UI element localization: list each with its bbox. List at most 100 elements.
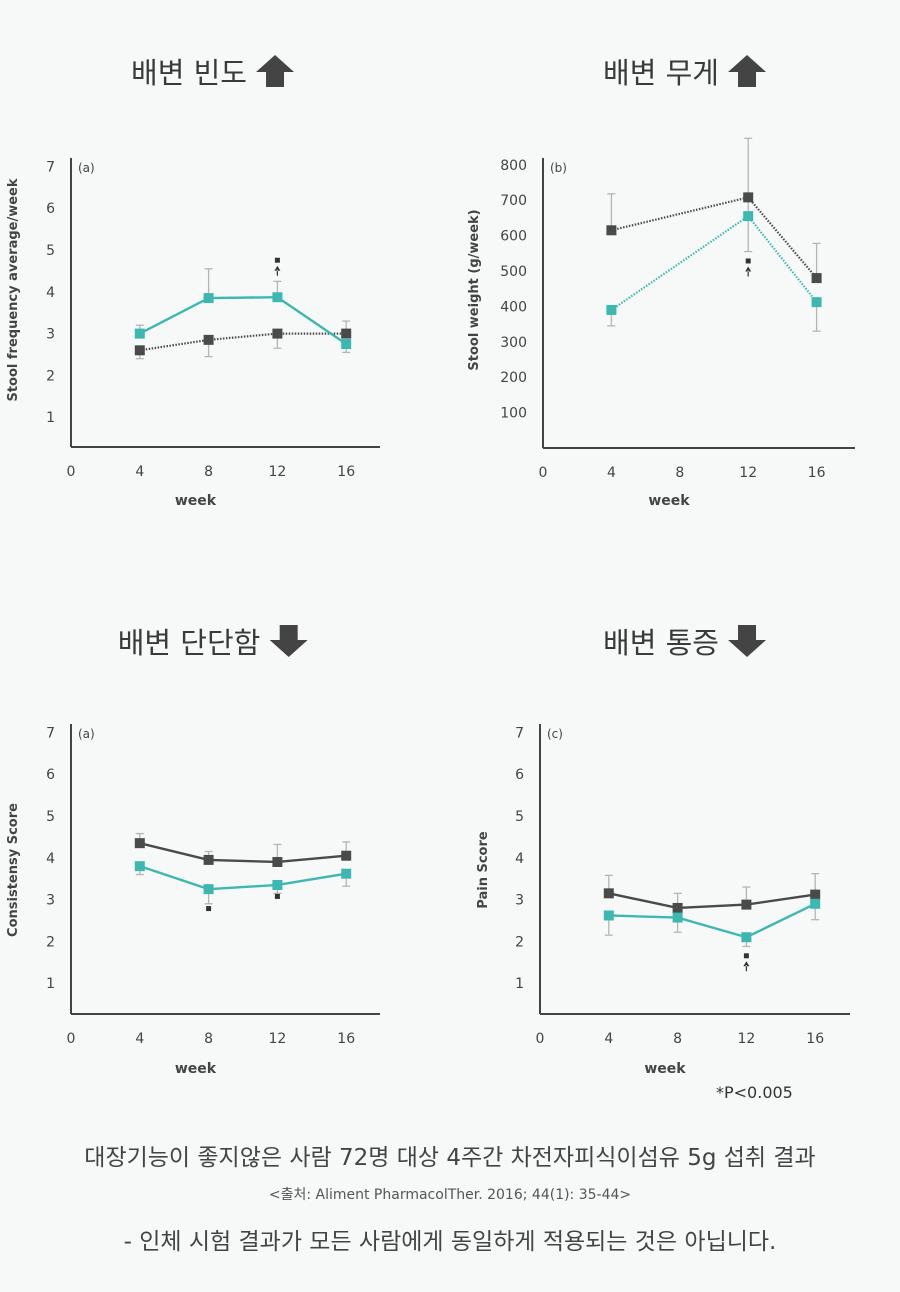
data-point-control	[811, 273, 822, 284]
data-point-treatment	[606, 304, 617, 315]
panel-label: (a)	[78, 161, 95, 175]
y-tick-label: 1	[46, 410, 55, 426]
y-tick-label: 700	[500, 193, 527, 209]
data-point-control	[743, 192, 754, 203]
data-point-treatment	[203, 884, 214, 895]
x-tick-label: 0	[67, 464, 76, 480]
y-tick-label: 100	[500, 406, 527, 422]
y-tick-label: 6	[515, 767, 524, 783]
x-tick-label: 4	[135, 1031, 144, 1047]
arrow-down-icon	[727, 625, 766, 657]
y-tick-label: 600	[500, 229, 527, 245]
y-tick-label: 2	[515, 934, 524, 950]
title-stool-pain: 배변 통증	[603, 620, 767, 662]
x-tick-label: 12	[737, 1031, 755, 1047]
x-tick-label: 16	[337, 1031, 355, 1047]
y-tick-label: 1	[515, 976, 524, 992]
panel-label: (c)	[547, 727, 563, 741]
data-point-control	[272, 856, 283, 867]
x-tick-label: 0	[536, 1031, 545, 1047]
y-axis-label: Stool frequency average/week	[6, 178, 21, 401]
y-tick-label: 7	[46, 725, 55, 741]
caption-source: <출처: Aliment PharmacolTher. 2016; 44(1):…	[268, 1187, 632, 1203]
y-tick-label: 7	[515, 725, 524, 741]
data-point-control	[203, 334, 214, 345]
x-tick-label: 12	[268, 1031, 286, 1047]
y-tick-label: 6	[46, 201, 55, 217]
x-tick-label: 12	[739, 465, 757, 481]
significance-arrow-icon	[745, 266, 752, 277]
title-stool-frequency: 배변 빈도	[131, 50, 295, 92]
data-point-control	[134, 345, 145, 356]
caption-main: 대장기능이 좋지않은 사람 72명 대상 4주간 차전자피식이섬유 5g 섭취 …	[84, 1145, 816, 1171]
data-point-control	[603, 888, 614, 899]
data-point-treatment	[134, 328, 145, 339]
y-tick-label: 2	[46, 368, 55, 384]
x-tick-label: 8	[204, 464, 213, 480]
y-tick-label: 3	[46, 893, 55, 909]
data-point-control	[672, 902, 683, 913]
panel-label: (b)	[550, 161, 567, 175]
x-tick-label: 16	[808, 465, 826, 481]
series-line-control	[611, 196, 818, 279]
significance-marker	[745, 258, 751, 264]
data-point-control	[341, 328, 352, 339]
arrow-up-icon	[727, 55, 766, 87]
y-tick-label: 3	[46, 327, 55, 343]
data-point-treatment	[341, 868, 352, 879]
data-point-treatment	[743, 211, 754, 222]
x-tick-label: 8	[675, 465, 684, 481]
series-line-treatment	[139, 296, 347, 346]
data-point-control	[134, 838, 145, 849]
x-tick-label: 16	[806, 1031, 824, 1047]
x-tick-label: 0	[67, 1031, 76, 1047]
series-line-control	[139, 842, 347, 864]
significance-arrow-icon	[274, 265, 281, 276]
title-stool-consistency: 배변 단단함	[118, 620, 309, 662]
x-tick-label: 4	[135, 464, 144, 480]
series-line-control	[139, 332, 347, 352]
data-point-treatment	[603, 910, 614, 921]
y-tick-label: 1	[46, 976, 55, 992]
data-point-treatment	[272, 292, 283, 303]
data-point-control	[203, 854, 214, 865]
data-point-treatment	[741, 932, 752, 943]
significance-marker	[743, 953, 749, 959]
y-tick-label: 4	[46, 285, 55, 301]
y-tick-label: 5	[515, 809, 524, 825]
data-point-treatment	[810, 898, 821, 909]
title-stool-weight: 배변 무게	[603, 50, 767, 92]
y-tick-label: 4	[515, 851, 524, 867]
significance-marker	[274, 893, 280, 899]
x-tick-label: 16	[337, 464, 355, 480]
data-point-control	[606, 225, 617, 236]
series-line-treatment	[608, 902, 816, 939]
y-tick-label: 2	[46, 934, 55, 950]
series-line-treatment	[610, 214, 818, 311]
title-text: 배변 무게	[603, 56, 719, 90]
y-tick-label: 4	[46, 851, 55, 867]
y-axis-label: Pain Score	[476, 831, 491, 909]
y-tick-label: 5	[46, 809, 55, 825]
series-line-treatment	[139, 865, 347, 891]
series-line-control	[608, 892, 816, 910]
data-point-treatment	[341, 339, 352, 350]
y-tick-label: 7	[46, 159, 55, 175]
y-tick-label: 3	[515, 893, 524, 909]
title-text: 배변 빈도	[131, 56, 247, 90]
panel-label: (a)	[78, 727, 95, 741]
data-point-control	[741, 899, 752, 910]
x-axis-label: week	[644, 1061, 686, 1077]
x-axis-label: week	[175, 493, 217, 509]
significance-arrow-icon	[743, 961, 750, 972]
y-axis-label: Consistensy Score	[6, 803, 21, 937]
y-tick-label: 5	[46, 243, 55, 259]
y-tick-label: 500	[500, 264, 527, 280]
significance-marker	[274, 257, 280, 263]
x-tick-label: 4	[604, 1031, 613, 1047]
x-tick-label: 8	[673, 1031, 682, 1047]
x-tick-label: 12	[268, 464, 286, 480]
arrow-down-icon	[269, 625, 308, 657]
